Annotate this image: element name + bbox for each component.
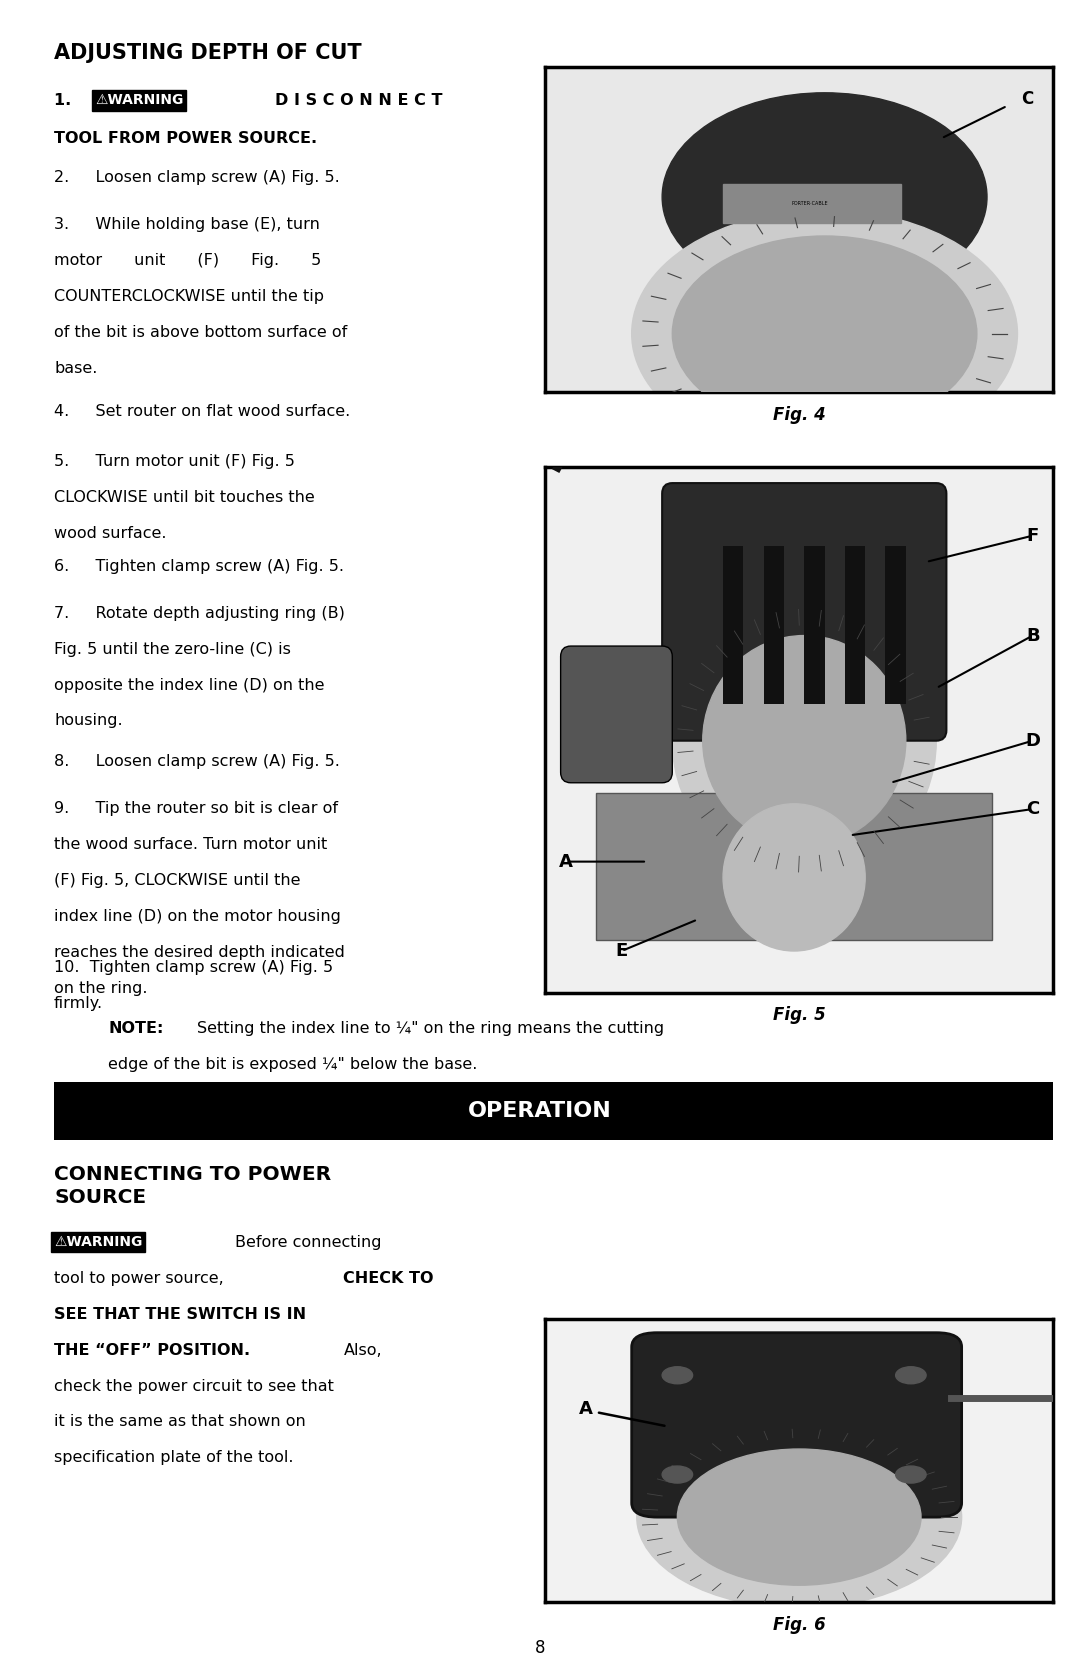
Text: specification plate of the tool.: specification plate of the tool. bbox=[54, 1450, 294, 1465]
Text: tool to power source,: tool to power source, bbox=[54, 1272, 229, 1285]
Text: D I S C O N N E C T: D I S C O N N E C T bbox=[275, 93, 443, 108]
Text: ADJUSTING DEPTH OF CUT: ADJUSTING DEPTH OF CUT bbox=[54, 43, 362, 63]
Text: Setting the index line to ¼" on the ring means the cutting: Setting the index line to ¼" on the ring… bbox=[197, 1021, 664, 1036]
Text: CONNECTING TO POWER
SOURCE: CONNECTING TO POWER SOURCE bbox=[54, 1165, 332, 1207]
Bar bbox=[724, 546, 743, 704]
Text: E: E bbox=[616, 941, 627, 960]
Text: PORTER·CABLE: PORTER·CABLE bbox=[791, 200, 827, 205]
Text: ⚠WARNING: ⚠WARNING bbox=[95, 93, 184, 107]
Text: the wood surface. Turn motor unit: the wood surface. Turn motor unit bbox=[54, 838, 327, 851]
Text: 4.   Set router on flat wood surface.: 4. Set router on flat wood surface. bbox=[54, 404, 350, 419]
Text: base.: base. bbox=[54, 361, 97, 376]
Text: Fig. 5 until the zero-line (C) is: Fig. 5 until the zero-line (C) is bbox=[54, 643, 291, 656]
Text: Fig. 4: Fig. 4 bbox=[773, 406, 825, 424]
Bar bbox=[845, 546, 865, 704]
Circle shape bbox=[895, 1465, 926, 1484]
Bar bbox=[805, 546, 825, 704]
Text: check the power circuit to see that: check the power circuit to see that bbox=[54, 1379, 334, 1394]
Text: motor  unit  (F)  Fig.  5: motor unit (F) Fig. 5 bbox=[54, 252, 321, 267]
Circle shape bbox=[895, 1367, 926, 1384]
Text: A: A bbox=[579, 1400, 593, 1419]
Text: SEE THAT THE SWITCH IS IN: SEE THAT THE SWITCH IS IN bbox=[54, 1307, 306, 1322]
Text: 1.: 1. bbox=[54, 93, 79, 108]
Circle shape bbox=[637, 1427, 961, 1607]
Text: D: D bbox=[1025, 731, 1040, 749]
Circle shape bbox=[662, 1367, 692, 1384]
Text: on the ring.: on the ring. bbox=[54, 980, 148, 995]
Bar bbox=[764, 546, 784, 704]
Text: of the bit is above bottom surface of: of the bit is above bottom surface of bbox=[54, 324, 348, 339]
Text: Before connecting: Before connecting bbox=[235, 1235, 382, 1250]
Text: TOOL FROM POWER SOURCE.: TOOL FROM POWER SOURCE. bbox=[54, 132, 318, 147]
Text: A: A bbox=[558, 853, 572, 871]
Text: reaches the desired depth indicated: reaches the desired depth indicated bbox=[54, 945, 345, 960]
Text: F: F bbox=[1027, 527, 1039, 544]
Text: ⚠WARNING: ⚠WARNING bbox=[54, 1235, 143, 1248]
Text: 5.   Turn motor unit (F) Fig. 5: 5. Turn motor unit (F) Fig. 5 bbox=[54, 454, 295, 469]
Text: COUNTERCLOCKWISE until the tip: COUNTERCLOCKWISE until the tip bbox=[54, 289, 324, 304]
Circle shape bbox=[632, 210, 1017, 457]
Text: wood surface.: wood surface. bbox=[54, 526, 166, 541]
Text: it is the same as that shown on: it is the same as that shown on bbox=[54, 1414, 306, 1429]
Text: 6.   Tighten clamp screw (A) Fig. 5.: 6. Tighten clamp screw (A) Fig. 5. bbox=[54, 559, 345, 574]
Text: (F) Fig. 5, CLOCKWISE until the: (F) Fig. 5, CLOCKWISE until the bbox=[54, 873, 300, 888]
Text: CLOCKWISE until bit touches the: CLOCKWISE until bit touches the bbox=[54, 491, 314, 504]
Bar bbox=[724, 184, 901, 224]
Text: THE “OFF” POSITION.: THE “OFF” POSITION. bbox=[54, 1342, 251, 1357]
Text: B: B bbox=[1026, 626, 1040, 644]
Text: Fig. 6: Fig. 6 bbox=[773, 1616, 825, 1634]
Bar bbox=[54, 1082, 1053, 1140]
Text: 8: 8 bbox=[535, 1639, 545, 1657]
Text: NOTE:: NOTE: bbox=[108, 1021, 163, 1036]
Text: opposite the index line (D) on the: opposite the index line (D) on the bbox=[54, 678, 324, 693]
FancyBboxPatch shape bbox=[632, 1332, 961, 1517]
Text: 9.   Tip the router so bit is clear of: 9. Tip the router so bit is clear of bbox=[54, 801, 338, 816]
Bar bbox=[886, 546, 906, 704]
Circle shape bbox=[672, 604, 936, 878]
Text: CHECK TO: CHECK TO bbox=[343, 1272, 434, 1285]
Text: index line (D) on the motor housing: index line (D) on the motor housing bbox=[54, 908, 341, 923]
Text: 2.   Loosen clamp screw (A) Fig. 5.: 2. Loosen clamp screw (A) Fig. 5. bbox=[54, 170, 340, 185]
Circle shape bbox=[677, 1449, 921, 1586]
Text: firmly.: firmly. bbox=[54, 995, 103, 1010]
Text: housing.: housing. bbox=[54, 714, 123, 728]
FancyBboxPatch shape bbox=[561, 646, 672, 783]
Text: Fig. 5: Fig. 5 bbox=[773, 1006, 825, 1025]
Text: 7.   Rotate depth adjusting ring (B): 7. Rotate depth adjusting ring (B) bbox=[54, 606, 345, 621]
Text: edge of the bit is exposed ¼" below the base.: edge of the bit is exposed ¼" below the … bbox=[108, 1058, 477, 1071]
Circle shape bbox=[662, 93, 987, 300]
Circle shape bbox=[724, 804, 865, 951]
Circle shape bbox=[672, 235, 976, 431]
Circle shape bbox=[703, 636, 906, 846]
Text: C: C bbox=[1026, 799, 1039, 818]
Bar bbox=[596, 793, 993, 941]
Text: C: C bbox=[1022, 90, 1034, 108]
Text: 3.   While holding base (E), turn: 3. While holding base (E), turn bbox=[54, 217, 320, 232]
Text: 8.   Loosen clamp screw (A) Fig. 5.: 8. Loosen clamp screw (A) Fig. 5. bbox=[54, 754, 340, 769]
Text: OPERATION: OPERATION bbox=[468, 1102, 612, 1120]
FancyBboxPatch shape bbox=[662, 482, 946, 741]
Text: Also,: Also, bbox=[343, 1342, 382, 1357]
Circle shape bbox=[662, 1465, 692, 1484]
Text: 10.  Tighten clamp screw (A) Fig. 5: 10. Tighten clamp screw (A) Fig. 5 bbox=[54, 960, 333, 975]
